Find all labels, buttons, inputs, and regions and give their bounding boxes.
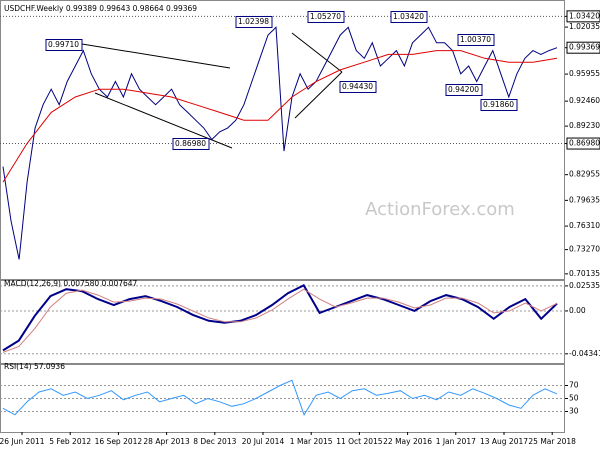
y-tick-label: 0.99369 — [569, 43, 600, 52]
tick-box — [566, 137, 600, 150]
series-line — [2, 379, 558, 416]
annotation-box — [45, 39, 83, 51]
panel-title: MACD(12,26,9) 0.007580 0.007647 — [4, 279, 138, 288]
annotation: 1.02398 — [238, 17, 269, 26]
x-tick-label: 1 Mar 2015 — [290, 437, 333, 446]
y-tick-label: 0.82955 — [569, 170, 600, 179]
trend-line — [294, 71, 343, 119]
series-line — [2, 50, 558, 183]
y-tick-label: 0.76310 — [569, 221, 600, 230]
y-tick-label: 0.73270 — [569, 245, 600, 254]
y-tick-label: 0.86980 — [569, 139, 600, 148]
y-tick-label: 50 — [569, 394, 579, 403]
x-tick-label: 20 Jul 2014 — [242, 437, 285, 446]
trend-line — [81, 43, 231, 69]
x-tick-label: 26 Jun 2011 — [0, 437, 45, 446]
y-tick-label: 0.00 — [569, 306, 586, 315]
y-tick-label: 0.95955 — [569, 69, 600, 78]
annotation: 0.94430 — [342, 82, 373, 91]
annotation: 0.86980 — [175, 139, 206, 148]
annotation: 0.91860 — [483, 100, 514, 109]
x-tick-label: 13 Aug 2017 — [480, 437, 528, 446]
watermark: ActionForex.com — [365, 199, 515, 220]
annotation-box — [235, 16, 273, 28]
y-tick-label: 0.025353 — [569, 281, 600, 290]
y-tick-label: 0.92460 — [569, 96, 600, 105]
panel-title: RSI(14) 57.0936 — [4, 362, 65, 371]
trend-line — [291, 32, 343, 73]
annotation-box — [339, 81, 377, 93]
annotation-box — [172, 138, 210, 150]
annotation-box — [445, 84, 483, 96]
annotation-box — [480, 99, 518, 111]
series-line — [2, 288, 558, 353]
x-tick-label: 11 Oct 2015 — [336, 437, 383, 446]
annotation: 0.99710 — [48, 40, 79, 49]
tick-box — [566, 10, 600, 23]
macd-panel — [0, 280, 565, 364]
y-tick-label: -0.043415 — [569, 349, 600, 358]
x-tick-label: 16 Sep 2012 — [95, 437, 143, 446]
y-tick-label: 70 — [569, 381, 579, 390]
x-tick-label: 22 May 2016 — [383, 437, 432, 446]
annotation: 1.05270 — [310, 12, 341, 21]
series-line — [2, 26, 558, 260]
y-tick-label: 1.03420 — [569, 11, 600, 20]
y-tick-label: 1.02035 — [569, 22, 600, 31]
annotation-box — [307, 11, 345, 23]
annotation: 1.03420 — [393, 12, 424, 21]
annotation-box — [390, 11, 428, 23]
y-tick-label: 0.89230 — [569, 121, 600, 130]
annotation-box — [457, 34, 495, 46]
x-tick-label: 1 Jan 2017 — [436, 437, 476, 446]
tick-box — [566, 41, 600, 54]
annotation: 0.94200 — [448, 85, 479, 94]
x-tick-label: 8 Dec 2013 — [193, 437, 236, 446]
y-tick-label: 0.70135 — [569, 269, 600, 278]
x-tick-label: 25 Mar 2018 — [528, 437, 576, 446]
y-tick-label: 0.79635 — [569, 195, 600, 204]
series-line — [2, 283, 558, 352]
panel-title: USDCHF.Weekly 0.99389 0.99643 0.98664 0.… — [4, 4, 197, 13]
annotation: 1.00370 — [460, 35, 491, 44]
y-tick-label: 30 — [569, 407, 579, 416]
x-tick-label: 5 Feb 2012 — [49, 437, 91, 446]
price-panel — [0, 0, 565, 280]
x-tick-label: 28 Apr 2013 — [143, 437, 190, 446]
